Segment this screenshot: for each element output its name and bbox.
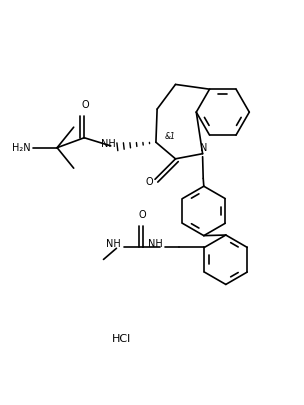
Text: O: O bbox=[81, 100, 89, 110]
Text: NH: NH bbox=[101, 139, 116, 149]
Text: O: O bbox=[146, 177, 154, 187]
Text: &1: &1 bbox=[165, 132, 176, 141]
Text: H₂N: H₂N bbox=[12, 143, 31, 153]
Text: HCl: HCl bbox=[112, 334, 132, 344]
Text: N: N bbox=[200, 143, 208, 153]
Text: NH: NH bbox=[148, 239, 163, 249]
Text: NH: NH bbox=[105, 239, 120, 249]
Text: O: O bbox=[139, 210, 147, 220]
